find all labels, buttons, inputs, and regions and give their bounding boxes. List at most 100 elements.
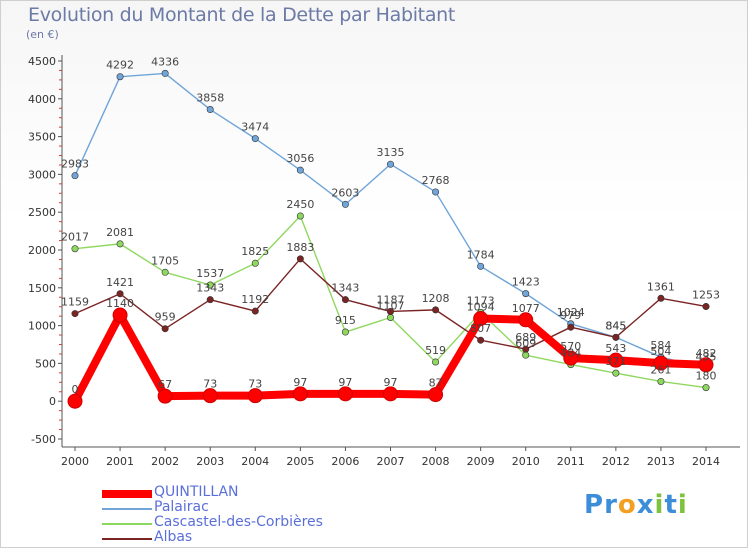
y-tick-label: 4500 <box>28 55 56 68</box>
y-tick-label: 0 <box>49 395 56 408</box>
data-label: 2017 <box>61 231 89 244</box>
y-tick-label: 500 <box>35 357 56 370</box>
data-label: 807 <box>470 322 491 335</box>
data-label: 2081 <box>106 226 134 239</box>
data-point <box>71 172 79 180</box>
data-label: 845 <box>605 319 626 332</box>
legend-label: QUINTILLAN <box>154 484 239 500</box>
data-point <box>608 352 624 368</box>
proxiti-logo: Proxiti <box>584 490 688 520</box>
data-label: 1883 <box>286 241 314 254</box>
data-point <box>247 388 263 404</box>
data-point <box>296 255 304 263</box>
data-label: 609 <box>515 337 536 350</box>
data-label: 435 <box>696 350 717 363</box>
x-tick-label: 2014 <box>692 455 720 468</box>
y-tick-label: 1500 <box>28 282 56 295</box>
data-label: 519 <box>425 344 446 357</box>
data-label: 484 <box>560 347 581 360</box>
data-label: 87 <box>429 377 443 390</box>
data-label: 1173 <box>467 295 495 308</box>
data-label: 97 <box>293 376 307 389</box>
legend-label: Cascastel-des-Corbières <box>154 514 323 530</box>
y-tick-label: 2000 <box>28 244 56 257</box>
data-label: 1107 <box>377 300 405 313</box>
data-label: 1825 <box>241 245 269 258</box>
data-point <box>567 323 575 331</box>
data-label: 67 <box>158 378 172 391</box>
x-tick-label: 2001 <box>106 455 134 468</box>
data-point <box>202 388 218 404</box>
data-point <box>251 135 259 143</box>
data-label: 97 <box>338 376 352 389</box>
data-point <box>612 369 620 377</box>
x-tick-label: 2013 <box>647 455 675 468</box>
data-label: 1077 <box>512 302 540 315</box>
data-label: 689 <box>515 331 536 344</box>
data-label: 4292 <box>106 59 134 72</box>
data-point <box>702 384 710 392</box>
logo-letter: P <box>584 490 605 520</box>
data-label: 3056 <box>286 152 314 165</box>
x-tick-label: 2008 <box>422 455 450 468</box>
data-point <box>386 314 394 322</box>
data-label: 1094 <box>467 300 495 313</box>
y-tick-label: 1000 <box>28 320 56 333</box>
data-label: 0 <box>72 383 79 396</box>
data-label: 73 <box>203 378 217 391</box>
data-label: 1208 <box>422 292 450 305</box>
y-tick-label: 3000 <box>28 168 56 181</box>
data-point <box>522 351 530 359</box>
data-point <box>522 290 530 298</box>
data-point <box>657 377 665 385</box>
data-label: 3858 <box>196 92 224 105</box>
data-label: 1343 <box>196 282 224 295</box>
data-point <box>251 259 259 267</box>
data-point <box>386 160 394 168</box>
data-point <box>477 336 485 344</box>
data-point <box>296 212 304 220</box>
data-point <box>657 294 665 302</box>
logo-letter: t <box>664 490 678 520</box>
data-label: 1159 <box>61 296 89 309</box>
data-point <box>653 355 669 371</box>
logo-letter: x <box>636 490 655 520</box>
data-point <box>341 328 349 336</box>
x-tick-label: 2000 <box>61 455 89 468</box>
data-label: 4336 <box>151 55 179 68</box>
data-label: 1423 <box>512 276 540 289</box>
data-label: 1705 <box>151 254 179 267</box>
data-label: 1192 <box>241 293 269 306</box>
data-label: 2603 <box>331 186 359 199</box>
y-tick-label: -500 <box>31 433 56 446</box>
data-label: 3474 <box>241 121 269 134</box>
data-label: 543 <box>605 342 626 355</box>
data-label: 1187 <box>377 293 405 306</box>
data-label: 482 <box>696 347 717 360</box>
logo-letter: r <box>604 490 618 520</box>
y-tick-label: 3500 <box>28 131 56 144</box>
data-point <box>251 307 259 315</box>
y-tick-label: 2500 <box>28 206 56 219</box>
data-point <box>698 357 714 373</box>
x-tick-label: 2011 <box>557 455 585 468</box>
data-point <box>612 333 620 341</box>
legend-swatch <box>102 538 152 540</box>
data-label: 1253 <box>692 288 720 301</box>
data-label: 2450 <box>286 198 314 211</box>
data-point <box>161 268 169 276</box>
data-point <box>702 302 710 310</box>
x-tick-label: 2003 <box>196 455 224 468</box>
data-point <box>292 386 308 402</box>
data-label: 1421 <box>106 276 134 289</box>
data-label: 504 <box>650 345 671 358</box>
chart-title: Evolution du Montant de la Dette par Hab… <box>28 4 456 26</box>
data-label: 3135 <box>377 146 405 159</box>
data-point <box>157 388 173 404</box>
data-point <box>383 386 398 402</box>
y-tick-label: 4000 <box>28 93 56 106</box>
data-point <box>206 296 214 304</box>
data-label: 570 <box>560 340 581 353</box>
